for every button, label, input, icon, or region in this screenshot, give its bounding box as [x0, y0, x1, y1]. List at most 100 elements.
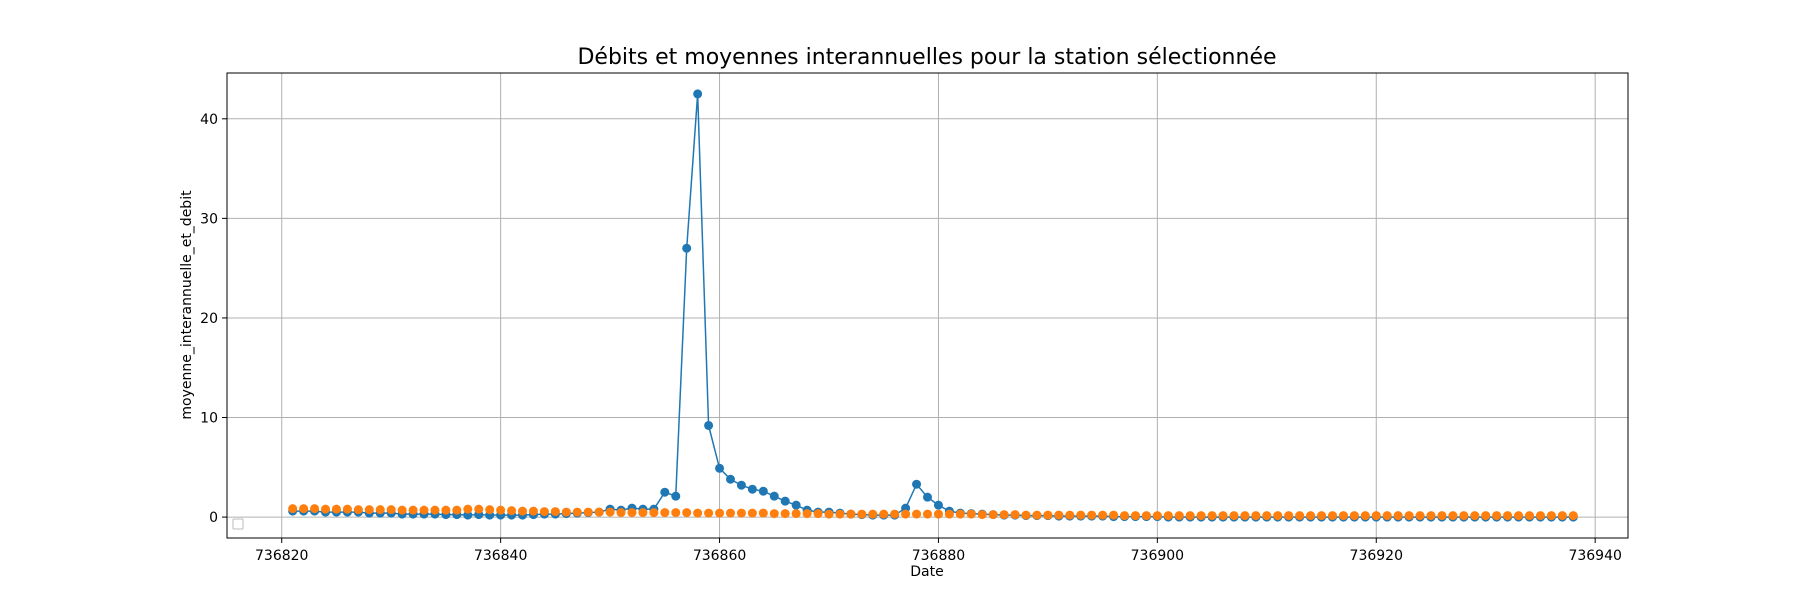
- data-point: [1152, 511, 1162, 521]
- data-point: [879, 509, 889, 519]
- y-tick-label: 0: [209, 510, 218, 526]
- data-point: [353, 505, 363, 515]
- data-point: [518, 506, 528, 516]
- data-point: [310, 504, 320, 514]
- data-point: [1568, 511, 1578, 521]
- data-point: [288, 504, 298, 514]
- data-point: [1076, 510, 1086, 520]
- data-point: [780, 496, 790, 506]
- data-point: [769, 491, 779, 501]
- data-point: [386, 505, 396, 515]
- x-tick-label: 736880: [912, 548, 965, 564]
- data-point: [933, 500, 943, 510]
- data-point: [857, 509, 867, 519]
- data-point: [933, 509, 943, 519]
- data-point: [572, 507, 582, 517]
- data-point: [1415, 511, 1425, 521]
- data-point: [1284, 511, 1294, 521]
- data-point: [1470, 511, 1480, 521]
- data-point: [1163, 511, 1173, 521]
- data-point: [780, 509, 790, 519]
- data-point: [441, 505, 451, 515]
- legend-box: [232, 518, 244, 530]
- data-point: [419, 505, 429, 515]
- data-point: [1054, 510, 1064, 520]
- data-point: [1535, 511, 1545, 521]
- data-point: [1317, 511, 1327, 521]
- data-point: [1404, 511, 1414, 521]
- data-point: [912, 479, 922, 489]
- x-tick-label: 736940: [1568, 548, 1621, 564]
- data-point: [1174, 511, 1184, 521]
- x-tick-label: 736860: [693, 548, 746, 564]
- data-point: [1229, 511, 1239, 521]
- data-point: [1448, 511, 1458, 521]
- data-point: [1010, 510, 1020, 520]
- data-point: [660, 508, 670, 518]
- data-point: [747, 484, 757, 494]
- data-point: [1360, 511, 1370, 521]
- data-point: [1240, 511, 1250, 521]
- data-point: [955, 509, 965, 519]
- series-line: [292, 93, 1574, 518]
- data-point: [758, 486, 768, 496]
- data-point: [1306, 511, 1316, 521]
- data-point: [1109, 510, 1119, 520]
- data-point: [791, 509, 801, 519]
- grid: [227, 73, 1628, 538]
- data-point: [704, 508, 714, 518]
- y-axis-label: moyenne_interannuelle_et_debit: [179, 190, 195, 420]
- data-point: [321, 504, 331, 514]
- data-point: [364, 505, 374, 515]
- data-point: [791, 500, 801, 510]
- data-point: [1492, 511, 1502, 521]
- data-point: [769, 509, 779, 519]
- data-point: [977, 510, 987, 520]
- plot-frame: [226, 72, 1629, 539]
- data-point: [1371, 511, 1381, 521]
- data-point: [966, 509, 976, 519]
- data-point: [375, 505, 385, 515]
- x-tick-label: 736820: [255, 548, 308, 564]
- chart-title: Débits et moyennes interannuelles pour l…: [577, 45, 1276, 70]
- data-point: [1426, 511, 1436, 521]
- data-point: [1459, 511, 1469, 521]
- data-point: [1327, 511, 1337, 521]
- data-point: [725, 474, 735, 484]
- y-tick-label: 10: [200, 411, 218, 427]
- data-point: [725, 508, 735, 518]
- data-point: [496, 505, 506, 515]
- data-point: [638, 508, 648, 518]
- data-point: [1546, 511, 1556, 521]
- data-point: [671, 508, 681, 518]
- data-point: [1098, 510, 1108, 520]
- data-point: [1503, 511, 1513, 521]
- data-point: [1087, 510, 1097, 520]
- data-point: [1218, 511, 1228, 521]
- x-tick-label: 736920: [1350, 548, 1403, 564]
- data-point: [430, 505, 440, 515]
- data-point: [660, 487, 670, 497]
- data-point: [1130, 511, 1140, 521]
- data-point: [923, 492, 932, 502]
- data-point: [397, 505, 407, 515]
- data-point: [627, 508, 637, 518]
- data-point: [999, 510, 1009, 520]
- data-point: [463, 504, 473, 514]
- data-point: [528, 506, 538, 516]
- data-point: [1481, 511, 1491, 521]
- data-point: [408, 505, 418, 515]
- data-point: [901, 509, 911, 519]
- data-point: [912, 509, 922, 519]
- data-point: [890, 509, 900, 519]
- data-point: [1514, 511, 1524, 521]
- data-point: [715, 508, 725, 518]
- data-point: [1393, 511, 1403, 521]
- data-point: [846, 509, 856, 519]
- data-point: [1338, 511, 1348, 521]
- data-point: [583, 507, 593, 517]
- data-point: [944, 509, 954, 519]
- x-tick-label: 736840: [474, 548, 527, 564]
- data-point: [682, 508, 692, 518]
